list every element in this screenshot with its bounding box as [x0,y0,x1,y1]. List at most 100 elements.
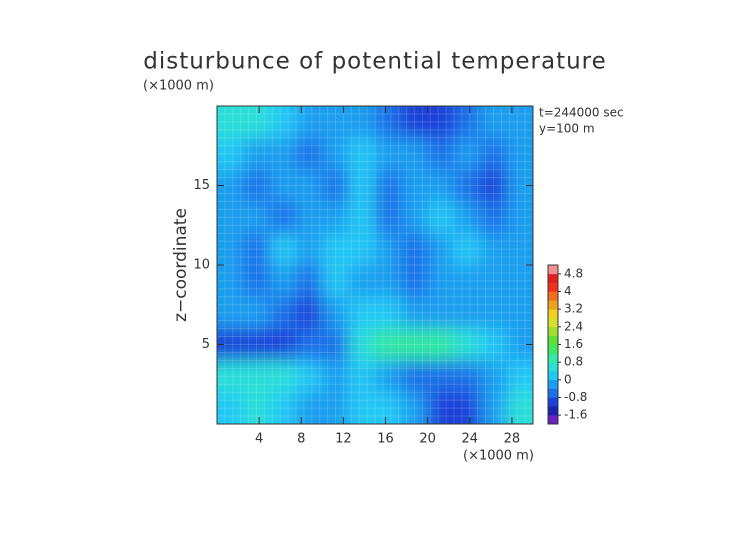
field-cell [348,169,376,202]
field-cell [296,201,323,234]
field-cell [427,328,455,361]
field-cell [269,265,297,298]
field-cell [454,201,481,234]
field-cell [269,296,297,330]
field-cell [401,296,429,330]
field-cell [480,265,508,298]
field-cell [401,106,429,139]
colorbar-tick-label: 4.8 [564,266,583,280]
field-cell [348,328,376,361]
field-cell [454,137,481,171]
field-cell [427,296,455,330]
colorbar-band [548,273,558,283]
field-cell [217,392,244,424]
field-cell [217,201,244,234]
colorbar-band [548,291,558,301]
field-cell [427,137,455,171]
field-cell [375,328,402,361]
field-cell [296,296,323,330]
field-cell [243,392,271,424]
colorbar-band [548,282,558,292]
field-cell [348,106,376,139]
colorbar-band [548,397,558,407]
field-cell [506,233,533,266]
field-cell [427,392,455,424]
field-cell [348,296,376,330]
field-cell [243,360,271,393]
field-cell [348,137,376,171]
field-cell [375,265,402,298]
colorbar-band [548,353,558,363]
field-cell [296,137,323,171]
field-cell [427,201,455,234]
field-cell [322,392,350,424]
field-cell [269,233,297,266]
field-cell [480,169,508,202]
field-cell [217,296,244,330]
colorbar-band [548,406,558,416]
field-cell [480,233,508,266]
field-cell [480,201,508,234]
field-cell [269,328,297,361]
x-tick-label: 28 [504,432,521,447]
x-tick-label: 16 [377,432,394,447]
field-cell [322,360,350,393]
field-cell [243,328,271,361]
colorbar-tick-label: 0.8 [564,355,583,369]
field-cell [375,169,402,202]
field-cell [454,328,481,361]
field-cell [454,296,481,330]
colorbar-band [548,309,558,319]
colorbar-tick-label: 3.2 [564,302,583,316]
field-cell [296,328,323,361]
colorbar-tick-label: 2.4 [564,319,583,333]
field-cell [296,360,323,393]
field-cell [375,296,402,330]
colorbar-band [548,362,558,372]
field-cell [480,392,508,424]
field-cell [427,360,455,393]
field-cell [269,169,297,202]
field-cell [375,137,402,171]
field-cell [348,392,376,424]
field-cell [401,328,429,361]
colorbar-tick-label: 4 [564,284,572,298]
colorbar-band [548,388,558,398]
colorbar-band [548,326,558,336]
colorbar-band [548,265,558,275]
field-cell [375,392,402,424]
field-cell [401,360,429,393]
field-cell [269,106,297,139]
field-cell [322,328,350,361]
field-cell [322,106,350,139]
field-cell [454,360,481,393]
field-cell [243,106,271,139]
field-cell [348,265,376,298]
field-cell [243,233,271,266]
x-tick-label: 20 [419,432,436,447]
field-cell [243,169,271,202]
field-cell [454,392,481,424]
field-cell [401,233,429,266]
colorbar-band [548,379,558,389]
field-cells [217,106,533,424]
field-cell [506,265,533,298]
field-cell [296,233,323,266]
field-cell [348,201,376,234]
field-cell [375,233,402,266]
field-cell [296,169,323,202]
field-cell [322,201,350,234]
field-cell [296,106,323,139]
field-cell [322,169,350,202]
field-cell [506,392,533,424]
field-cell [480,360,508,393]
field-cell [454,106,481,139]
y-axis-title: z−coordinate [171,208,191,322]
field-cell [322,233,350,266]
y-unit-label: (×1000 m) [143,79,214,94]
colorbar-band [548,318,558,328]
field-cell [322,265,350,298]
field-cell [217,137,244,171]
field-cell [269,201,297,234]
